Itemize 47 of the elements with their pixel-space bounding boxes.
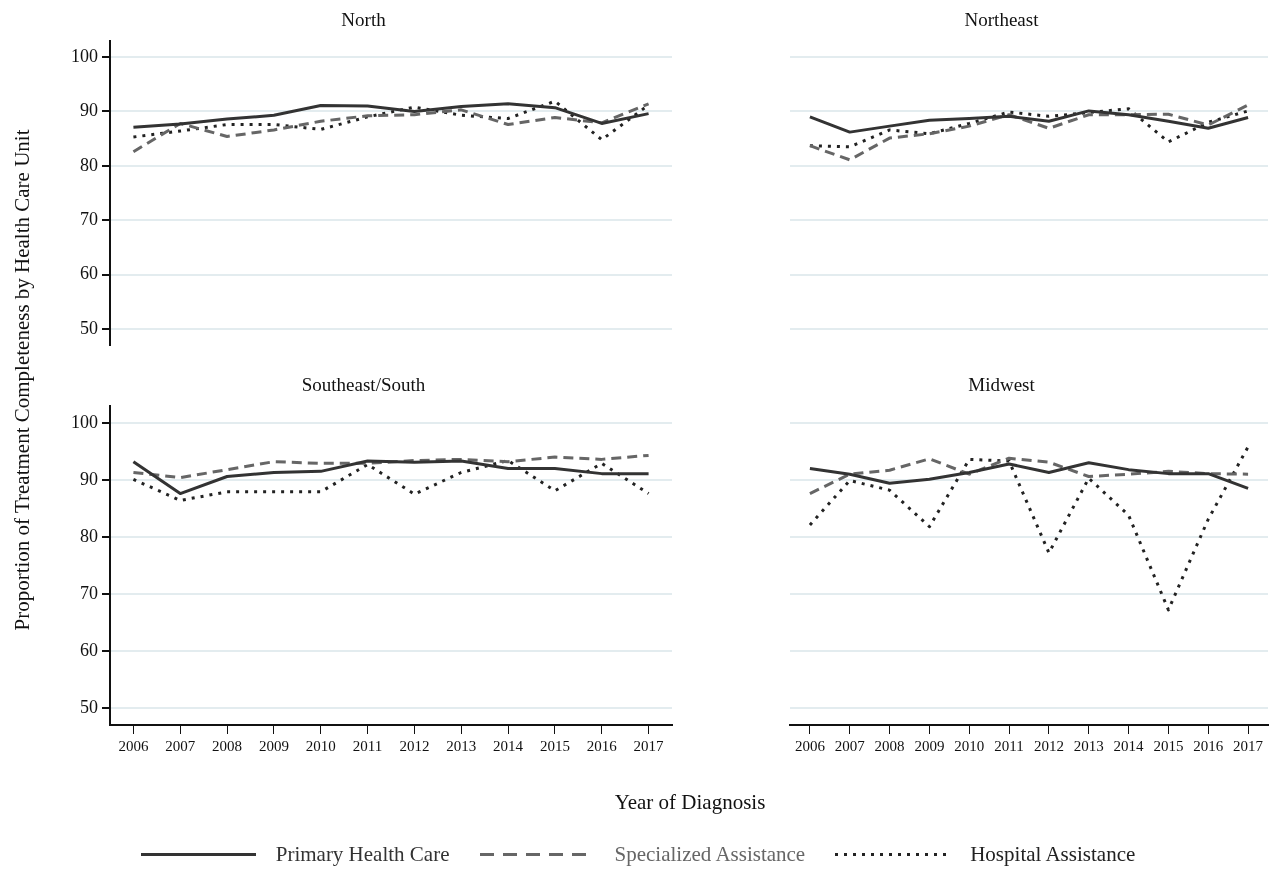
x-tick-label: 2010 <box>954 737 985 754</box>
x-tick-label: 2016 <box>586 737 618 754</box>
x-tick-label: 2011 <box>352 737 383 754</box>
x-tick-label: 2007 <box>834 737 866 754</box>
line-series <box>131 453 651 480</box>
x-tick-label: 2016 <box>1193 737 1224 754</box>
chart-title: Midwest <box>968 374 1036 396</box>
legend-label: Specialized Assistance <box>614 842 806 867</box>
x-tick-label: 2011 <box>994 737 1024 754</box>
x-tick-label: 2006 <box>794 737 826 754</box>
y-tick-label: 100 <box>71 411 98 432</box>
y-tick-label: 60 <box>80 263 98 284</box>
x-tick-label: 2008 <box>874 737 905 754</box>
x-tick-label: 2015 <box>1153 737 1184 754</box>
x-tick-label: 2013 <box>1073 737 1104 754</box>
x-tick-label: 2013 <box>446 737 477 754</box>
x-tick-label: 2012 <box>1033 737 1064 754</box>
x-tick-label: 2014 <box>493 737 524 754</box>
y-tick-label: 50 <box>80 317 98 338</box>
y-tick-label: 90 <box>80 468 98 489</box>
y-tick-label: 80 <box>80 525 98 546</box>
text: Primary Health Care <box>275 842 450 867</box>
x-tick-label: 2009 <box>258 737 289 754</box>
y-tick-label: 50 <box>80 696 98 717</box>
y-tick-label: 80 <box>80 154 98 175</box>
y-tick-label: 60 <box>80 639 98 660</box>
x-tick-label: 2017 <box>1233 737 1264 754</box>
y-tick-label: 100 <box>71 45 98 66</box>
y-tick-label: 90 <box>80 100 98 121</box>
legend-label: Hospital Assistance <box>970 842 1136 867</box>
y-tick-label: 70 <box>80 582 98 603</box>
x-tick-label: 2008 <box>212 737 243 754</box>
chart-title: Southeast/South <box>301 374 426 396</box>
x-tick-label: 2009 <box>914 737 945 754</box>
x-tick-label: 2014 <box>1113 737 1145 754</box>
x-tick-label: 2007 <box>165 737 196 754</box>
x-axis-title: Year of Diagnosis <box>614 789 766 815</box>
line-series <box>131 102 651 154</box>
chart-title: Northeast <box>964 9 1040 31</box>
x-tick-label: 2017 <box>633 737 665 754</box>
y-axis-title: Proportion of Treatment Completeness by Health Care Unit <box>9 129 35 631</box>
x-tick-label: 2006 <box>118 737 149 754</box>
chart-title: North <box>341 9 387 31</box>
x-tick-label: 2012 <box>399 737 430 754</box>
y-tick-label: 70 <box>80 208 98 229</box>
x-tick-label: 2015 <box>539 737 570 754</box>
x-tick-label: 2010 <box>305 737 336 754</box>
